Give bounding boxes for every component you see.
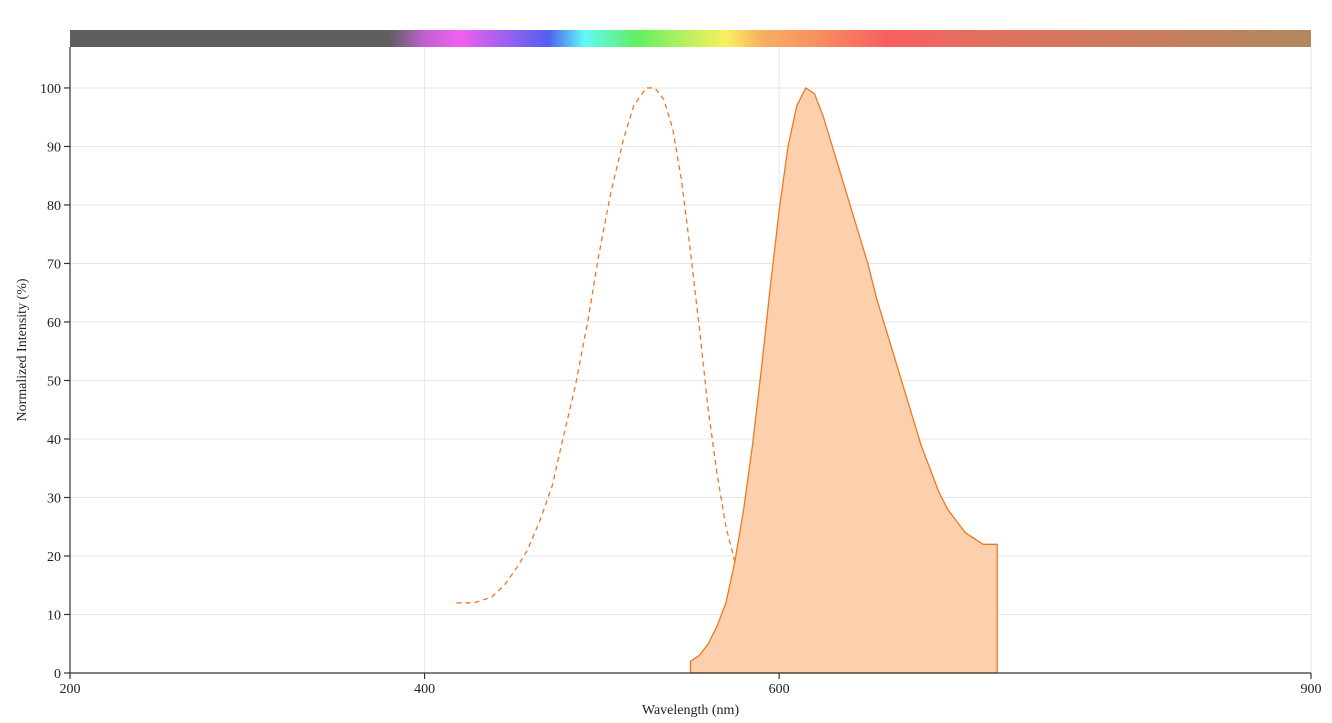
- y-tick-label: 70: [47, 257, 61, 272]
- x-axis-label: Wavelength (nm): [642, 703, 740, 718]
- wavelength-color-bar: [70, 30, 1311, 47]
- x-tick-label: 200: [60, 682, 81, 697]
- y-tick-label: 10: [47, 608, 61, 623]
- x-tick-label: 900: [1301, 682, 1322, 697]
- y-tick-label: 0: [54, 667, 61, 682]
- axes: 0 10 20 30 40 50 60 70 80 90 100 200 400 600 900: [40, 47, 1322, 697]
- y-tick-label: 50: [47, 374, 61, 389]
- y-tick-label: 80: [47, 199, 61, 214]
- y-tick-label: 40: [47, 433, 61, 448]
- x-tick-label: 600: [769, 682, 790, 697]
- y-tick-label: 100: [40, 82, 61, 97]
- x-tick-label: 400: [414, 682, 435, 697]
- y-tick-label: 30: [47, 491, 61, 506]
- grid-lines: [69, 47, 1312, 674]
- y-tick-label: 60: [47, 316, 61, 331]
- y-tick-label: 90: [47, 140, 61, 155]
- data-series: [456, 87, 998, 674]
- y-axis-label: Normalized Intensity (%): [15, 278, 30, 421]
- y-tick-label: 20: [47, 550, 61, 565]
- excitation-line: [456, 87, 869, 673]
- emission-area: [689, 87, 998, 674]
